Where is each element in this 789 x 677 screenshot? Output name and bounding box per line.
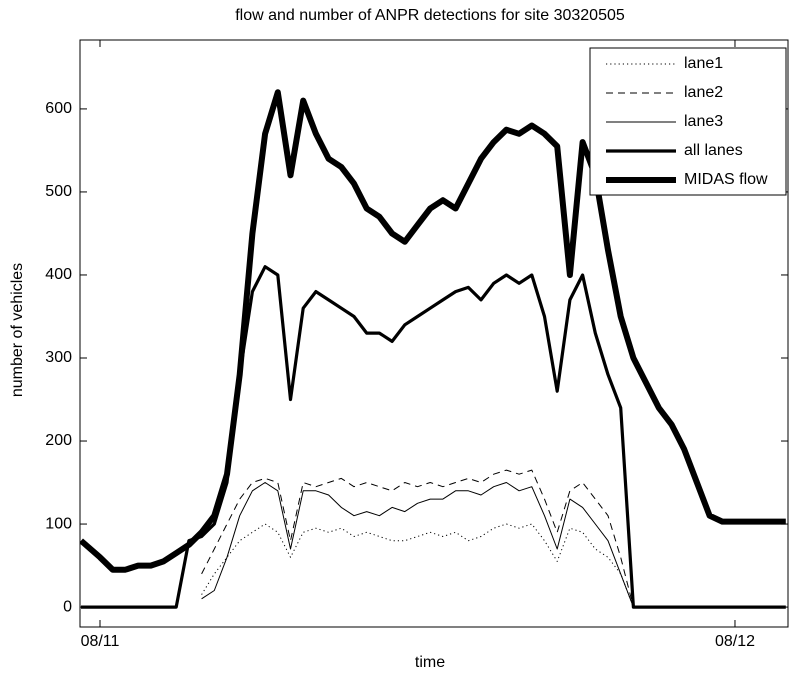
- y-tick-label: 100: [45, 515, 72, 532]
- y-tick-label: 500: [45, 183, 72, 200]
- y-tick-label: 600: [45, 100, 72, 117]
- series-line: [201, 469, 634, 608]
- legend-label: MIDAS flow: [684, 171, 768, 188]
- y-axis-label: number of vehicles: [9, 263, 26, 397]
- series-line: [201, 482, 634, 608]
- x-tick-label: 08/12: [715, 633, 755, 650]
- legend-label: lane2: [684, 84, 723, 101]
- x-axis-label: time: [415, 654, 445, 671]
- legend-label: lane3: [684, 113, 723, 130]
- chart-title: flow and number of ANPR detections for s…: [235, 7, 625, 24]
- legend-label: lane1: [684, 55, 723, 72]
- series-line: [80, 89, 786, 573]
- y-tick-label: 400: [45, 266, 72, 283]
- plot-frame: [79, 39, 789, 628]
- x-tick-label: 08/11: [81, 633, 120, 650]
- y-tick-label: 0: [63, 598, 72, 615]
- y-tick-label: 200: [45, 432, 72, 449]
- legend-label: all lanes: [684, 142, 743, 159]
- y-tick-label: 300: [45, 349, 72, 366]
